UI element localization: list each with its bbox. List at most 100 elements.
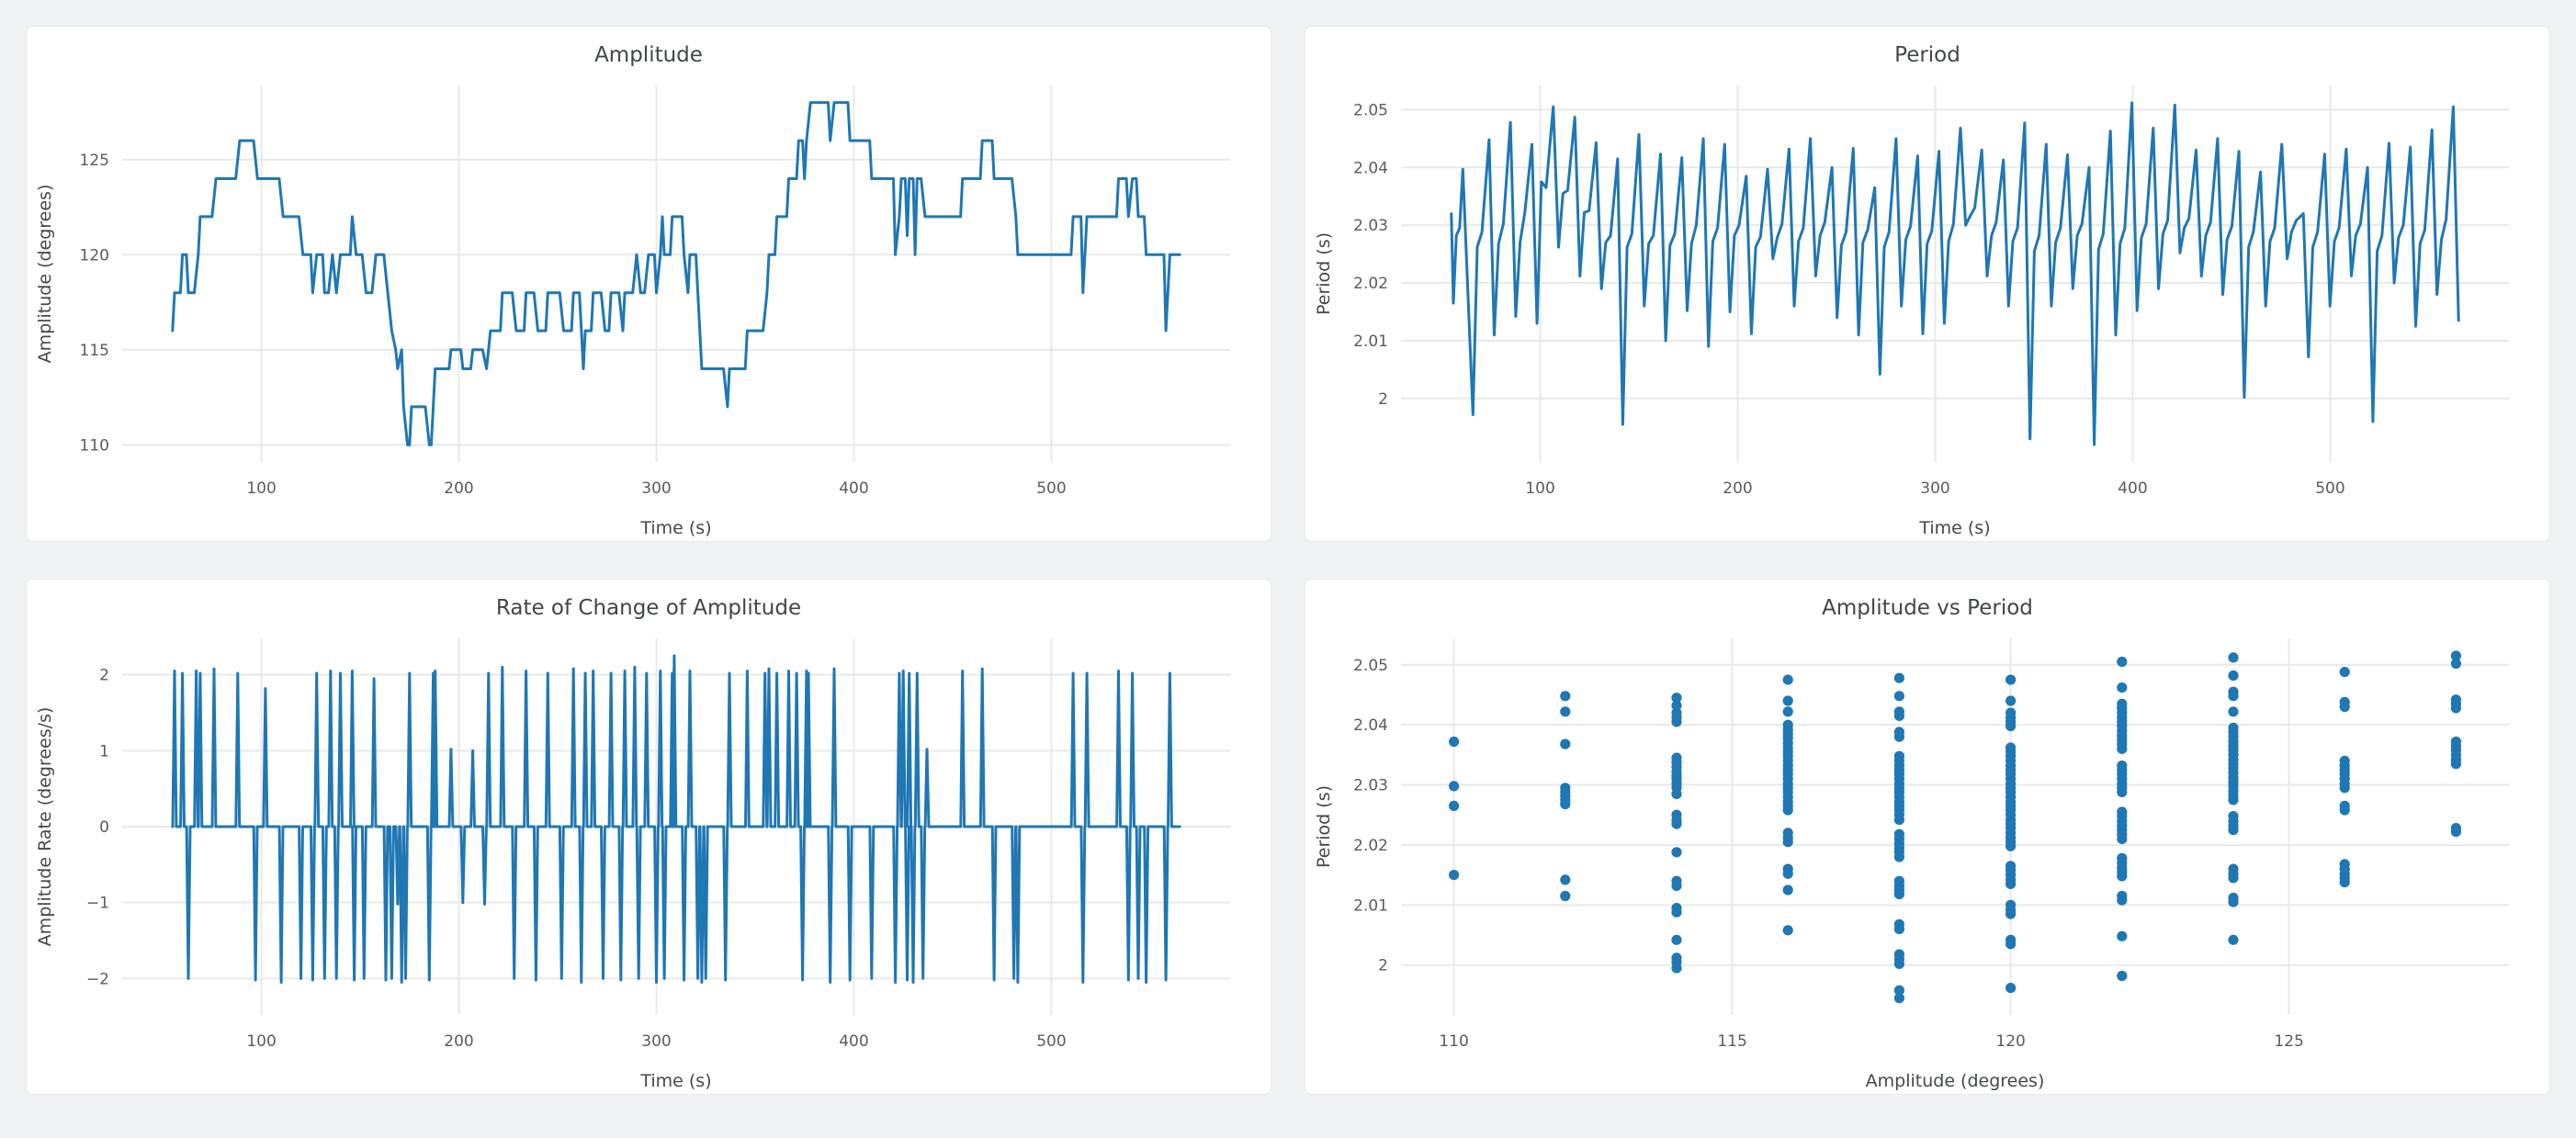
amplitude-line	[171, 101, 1181, 446]
scatter-point	[1782, 925, 1793, 936]
amplitude-series	[171, 101, 1181, 446]
svg-text:300: 300	[1920, 479, 1949, 498]
scatter-point	[2339, 755, 2350, 766]
svg-text:2.01: 2.01	[1353, 332, 1388, 351]
svg-text:2.01: 2.01	[1353, 896, 1388, 915]
svg-text:100: 100	[246, 1032, 276, 1051]
scatter-point	[1560, 783, 1571, 794]
scatter-point	[2117, 930, 2128, 941]
scatter-point	[1893, 875, 1904, 886]
svg-text:100: 100	[1525, 479, 1554, 498]
svg-text:2.02: 2.02	[1353, 837, 1388, 855]
scatter-point	[1560, 706, 1571, 717]
scatter-point	[2450, 658, 2461, 670]
scatter-point	[1671, 700, 1682, 711]
scatter-point	[2005, 861, 2017, 872]
scatter-point	[2005, 899, 2017, 910]
svg-text:2: 2	[1378, 390, 1388, 409]
svg-text:115: 115	[80, 342, 109, 360]
scatter-point	[1560, 874, 1571, 885]
scatter-point	[1893, 727, 1904, 738]
axis-labels: Time (s) Amplitude (degrees)	[35, 185, 712, 538]
svg-text:Time (s): Time (s)	[639, 1071, 711, 1091]
scatter-series	[1449, 650, 2461, 1004]
amplitude-vs-period-scatter-chart: 110 115 120 125 2 2.01 2.02 2.03 2.04 2.05 Amplitu…	[1314, 638, 2509, 1091]
svg-text:400: 400	[839, 1032, 868, 1051]
scatter-point	[2228, 892, 2239, 904]
tick-labels: 100 200 300 400 500 110 115 120 125	[80, 152, 1067, 498]
scatter-point	[1782, 828, 1793, 839]
scatter-point	[1671, 847, 1682, 858]
scatter-point	[1560, 738, 1571, 749]
axis-labels: Amplitude (degrees) Period (s)	[1314, 785, 2044, 1091]
scatter-point	[1671, 809, 1682, 820]
svg-text:100: 100	[246, 479, 276, 498]
scatter-point	[1782, 695, 1793, 706]
scatter-point	[2450, 823, 2461, 834]
svg-text:125: 125	[2274, 1032, 2303, 1051]
scatter-point	[1671, 693, 1682, 704]
scatter-point	[2005, 707, 2017, 718]
scatter-point	[1671, 952, 1682, 963]
scatter-point	[1671, 875, 1682, 886]
scatter-point	[2228, 706, 2239, 717]
scatter-point	[2228, 934, 2239, 945]
svg-text:125: 125	[80, 152, 109, 170]
svg-text:500: 500	[1036, 1032, 1066, 1051]
svg-text:110: 110	[80, 436, 109, 455]
scatter-point	[1671, 903, 1682, 914]
scatter-point	[1893, 918, 1904, 930]
svg-text:110: 110	[1439, 1032, 1468, 1051]
svg-text:2.04: 2.04	[1353, 159, 1388, 177]
scatter-point	[1893, 949, 1904, 960]
scatter-point	[2117, 806, 2128, 817]
scatter-point	[1449, 736, 1460, 748]
rate-line	[171, 654, 1181, 984]
scatter-point	[1671, 752, 1682, 763]
svg-text:Period (s): Period (s)	[1314, 785, 1334, 868]
scatter-point	[1782, 863, 1793, 874]
svg-text:200: 200	[1723, 479, 1752, 498]
svg-text:1: 1	[99, 742, 109, 761]
scatter-point	[1893, 993, 1904, 1004]
scatter-point	[1782, 719, 1793, 730]
tick-labels: 100 200 300 400 500 −2 −1 0 1 2	[86, 667, 1067, 1051]
amplitude-rate-line-chart: 100 200 300 400 500 −2 −1 0 1 2 Time (s) Amplitude …	[35, 638, 1230, 1091]
scatter-point	[2339, 696, 2350, 707]
scatter-point	[1893, 985, 1904, 996]
svg-text:2.03: 2.03	[1353, 777, 1388, 795]
grid-lines	[1401, 85, 2509, 462]
svg-text:2.05: 2.05	[1353, 657, 1388, 675]
svg-text:200: 200	[444, 1032, 473, 1051]
chart-title-amplitude-vs-period: Amplitude vs Period	[1822, 596, 2033, 620]
svg-text:Amplitude (degrees): Amplitude (degrees)	[35, 185, 55, 364]
scatter-point	[2005, 695, 2017, 706]
scatter-point	[1449, 800, 1460, 811]
scatter-point	[1449, 870, 1460, 881]
scatter-point	[1893, 706, 1904, 717]
scatter-point	[2117, 852, 2128, 863]
scatter-point	[1449, 781, 1460, 792]
scatter-point	[2339, 800, 2350, 811]
scatter-point	[1893, 828, 1904, 839]
scatter-point	[2339, 667, 2350, 678]
chart-card-period: Period 100 200 300 400 500 2 2.01 2.02 2.03 2.04 2…	[1305, 26, 2550, 542]
axis-labels: Time (s) Amplitude Rate (degrees/s)	[35, 707, 712, 1091]
chart-card-amplitude-vs-period: Amplitude vs Period 110 115 120 125 2 2.01 2.0…	[1305, 579, 2550, 1095]
scatter-point	[2450, 650, 2461, 661]
scatter-point	[2117, 682, 2128, 693]
chart-title-period: Period	[1894, 43, 1960, 67]
svg-text:2.03: 2.03	[1353, 217, 1388, 235]
chart-card-amplitude: Amplitude 100 200 300 400 500 110 115 120 125 Tim…	[26, 26, 1271, 542]
scatter-point	[1671, 707, 1682, 718]
tick-labels: 110 115 120 125 2 2.01 2.02 2.03 2.04 2.05	[1353, 657, 2304, 1051]
scatter-point	[1893, 750, 1904, 761]
svg-text:500: 500	[1036, 479, 1066, 498]
axis-labels: Time (s) Period (s)	[1314, 232, 1991, 538]
grid-lines	[1401, 638, 2509, 1015]
svg-text:400: 400	[2118, 479, 2147, 498]
scatter-point	[2228, 722, 2239, 733]
scatter-point	[2117, 970, 2128, 982]
scatter-point	[2005, 934, 2017, 945]
